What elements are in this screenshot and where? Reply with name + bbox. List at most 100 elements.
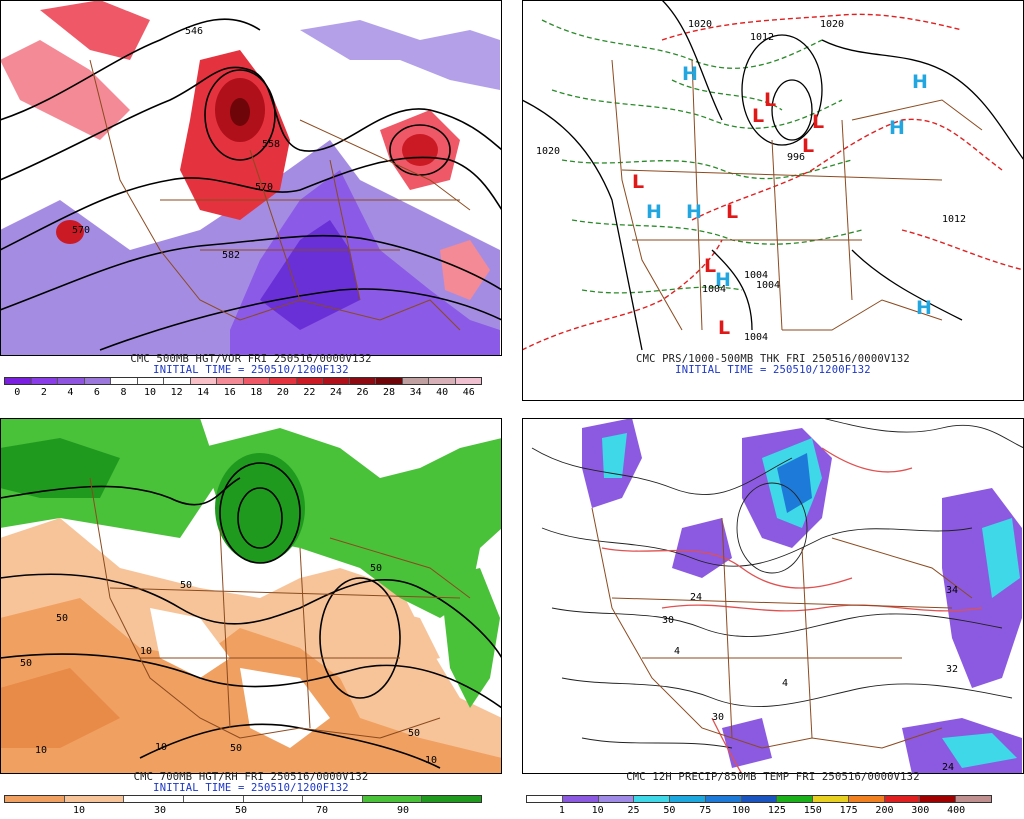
contour-label: 558 bbox=[262, 139, 280, 150]
color-scale-label: 125 bbox=[767, 805, 786, 816]
color-scale-label: 26 bbox=[356, 387, 369, 398]
color-scale-swatch bbox=[429, 378, 456, 384]
color-scale-label: 6 bbox=[93, 387, 100, 398]
color-scale-swatch bbox=[777, 796, 814, 802]
color-scale-swatch bbox=[217, 378, 244, 384]
low-pressure-symbol: L bbox=[632, 171, 644, 193]
color-scale-label: 14 bbox=[197, 387, 210, 398]
initial-time: INITIAL TIME = 250510/1200F132 bbox=[675, 364, 871, 376]
color-scale: 10 30 50 70 90 bbox=[4, 795, 482, 819]
color-scale-swatch bbox=[741, 796, 778, 802]
contour-label: 32 bbox=[946, 664, 958, 675]
color-scale-swatch bbox=[164, 378, 191, 384]
low-pressure-symbol: L bbox=[726, 201, 738, 223]
contour-label: 1004 bbox=[756, 280, 780, 291]
contour-label: 50 bbox=[56, 613, 68, 624]
map-precip-temperature: 34 24 24 32 30 30 4 4 bbox=[522, 418, 1024, 774]
color-scale-swatch bbox=[848, 796, 885, 802]
contour-label: 50 bbox=[408, 728, 420, 739]
color-scale-label: 200 bbox=[875, 805, 894, 816]
color-scale-swatch bbox=[323, 378, 350, 384]
color-scale-label: 4 bbox=[67, 387, 74, 398]
color-scale-label: 70 bbox=[315, 805, 329, 816]
map-500mb-vorticity: 546 558 570 570 582 bbox=[0, 0, 502, 356]
contour-label: 24 bbox=[942, 762, 954, 773]
color-scale-bar bbox=[526, 795, 992, 803]
color-scale-swatch bbox=[562, 796, 599, 802]
contour-label: 30 bbox=[712, 712, 724, 723]
map-frame bbox=[0, 418, 502, 774]
color-scale-label: 8 bbox=[120, 387, 127, 398]
color-scale-swatch bbox=[884, 796, 921, 802]
contour-label: 1004 bbox=[702, 284, 726, 295]
contour-label: 1020 bbox=[688, 19, 712, 30]
contour-label: 1020 bbox=[536, 146, 560, 157]
color-scale-swatch bbox=[183, 796, 244, 802]
color-scale-label: 300 bbox=[911, 805, 930, 816]
color-scale-label: 175 bbox=[839, 805, 858, 816]
color-scale-label: 10 bbox=[591, 805, 604, 816]
color-scale-swatch bbox=[111, 378, 138, 384]
low-pressure-symbol: L bbox=[704, 255, 716, 277]
panel-500mb-vorticity: 546 558 570 570 582 CMC 500MB HGT/VOR FR… bbox=[0, 0, 502, 401]
color-scale-label: 150 bbox=[803, 805, 822, 816]
color-scale-swatch bbox=[190, 378, 217, 384]
color-scale-swatch bbox=[634, 796, 671, 802]
contour-label: 1012 bbox=[750, 32, 774, 43]
map-pressure-thickness: H H H H H H H L L L L L L L L 1020 1020 … bbox=[522, 0, 1024, 356]
map-frame bbox=[522, 0, 1024, 401]
high-pressure-symbol: H bbox=[646, 201, 662, 223]
color-scale-swatch bbox=[705, 796, 742, 802]
color-scale-swatch bbox=[137, 378, 164, 384]
color-scale-swatch bbox=[243, 378, 270, 384]
color-scale-label: 50 bbox=[663, 805, 676, 816]
contour-label: 582 bbox=[222, 250, 240, 261]
color-scale-swatch bbox=[956, 796, 991, 802]
color-scale-label: 0 bbox=[14, 387, 21, 398]
color-scale-swatch bbox=[84, 378, 111, 384]
low-pressure-symbol: L bbox=[718, 317, 730, 339]
high-pressure-symbol: H bbox=[889, 117, 905, 139]
color-scale-swatch bbox=[527, 796, 563, 802]
color-scale-label: 25 bbox=[627, 805, 640, 816]
contour-label: 50 bbox=[370, 563, 382, 574]
high-pressure-symbol: H bbox=[686, 201, 702, 223]
color-scale-swatch bbox=[5, 796, 65, 802]
contour-label: 24 bbox=[690, 592, 702, 603]
color-scale-label: 2 bbox=[40, 387, 47, 398]
color-scale-label: 46 bbox=[462, 387, 475, 398]
panel-caption: CMC 12H PRECIP/850MB TEMP FRI 250516/000… bbox=[626, 771, 920, 783]
contour-label: 570 bbox=[72, 225, 90, 236]
contour-label: 1004 bbox=[744, 270, 768, 281]
color-scale-swatch bbox=[303, 796, 363, 802]
contour-label: 10 bbox=[35, 745, 47, 756]
color-scale-label: 400 bbox=[947, 805, 966, 816]
color-scale-swatch bbox=[243, 796, 304, 802]
color-scale: 0 2 4 6 8 10 12 14 16 18 20 22 24 26 28 34 40 46 bbox=[4, 377, 482, 401]
contour-label: 1020 bbox=[820, 19, 844, 30]
initial-time: INITIAL TIME = 250510/1200F132 bbox=[153, 364, 349, 376]
color-scale-swatch bbox=[270, 378, 297, 384]
color-scale-swatch bbox=[455, 378, 481, 384]
low-pressure-symbol: L bbox=[752, 105, 764, 127]
high-pressure-symbol: H bbox=[912, 71, 928, 93]
color-scale-swatch bbox=[124, 796, 184, 802]
contour-label: 10 bbox=[425, 755, 437, 766]
contour-label: 546 bbox=[185, 26, 203, 37]
contour-label: 34 bbox=[946, 585, 958, 596]
color-scale-label: 22 bbox=[303, 387, 316, 398]
color-scale-swatch bbox=[598, 796, 635, 802]
contour-label: 996 bbox=[787, 152, 805, 163]
color-scale-label: 100 bbox=[732, 805, 751, 816]
high-pressure-symbol: H bbox=[682, 63, 698, 85]
color-scale-swatch bbox=[402, 378, 429, 384]
panel-caption: CMC PRS/1000-500MB THK FRI 250516/0000V1… bbox=[636, 353, 910, 365]
color-scale-label: 16 bbox=[223, 387, 236, 398]
contour-label: 50 bbox=[230, 743, 242, 754]
low-pressure-symbol: L bbox=[764, 89, 776, 111]
color-scale-label: 90 bbox=[396, 805, 410, 816]
panel-700mb-humidity: 50 50 50 50 10 10 50 50 10 10 CMC 700MB … bbox=[0, 418, 502, 819]
map-frame bbox=[0, 0, 502, 356]
color-scale-swatch bbox=[349, 378, 376, 384]
contour-label: 570 bbox=[255, 182, 273, 193]
